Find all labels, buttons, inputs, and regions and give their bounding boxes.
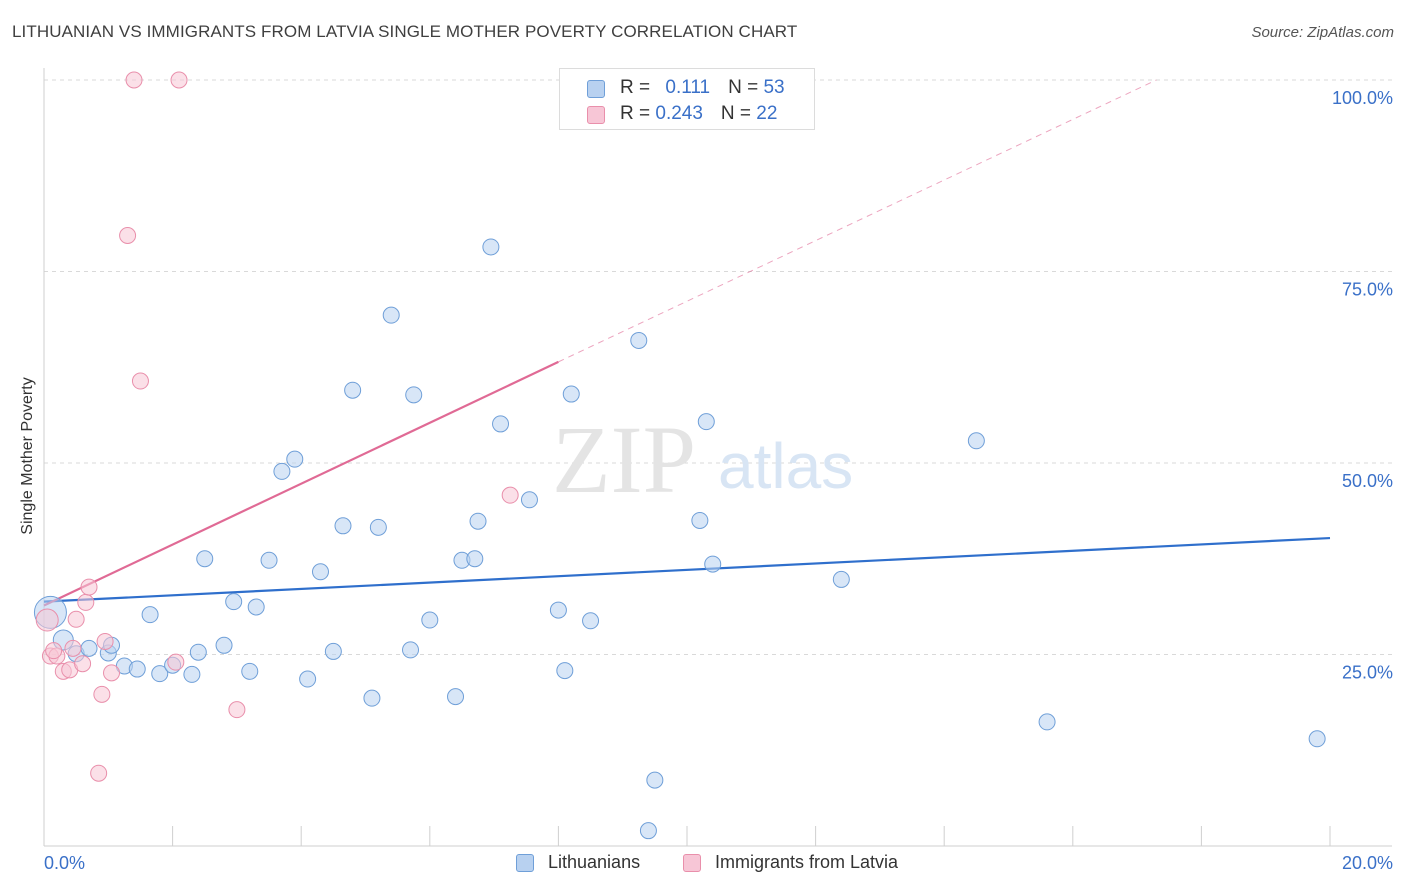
watermark-atlas: atlas — [718, 430, 853, 502]
point-latvia — [228, 701, 246, 719]
point-lithuanians — [469, 512, 487, 530]
point-lithuanians — [141, 606, 159, 624]
point-lithuanians — [466, 550, 484, 568]
point-latvia — [90, 764, 108, 782]
point-latvia — [74, 655, 92, 673]
point-lithuanians — [582, 612, 600, 630]
y-tick-label-50: 50.0% — [1342, 471, 1393, 491]
legend-n-label: N = — [728, 77, 764, 98]
watermark-zip: ZIP — [552, 406, 696, 513]
legend-label-lithuanians: Lithuanians — [548, 852, 641, 872]
point-lithuanians — [492, 415, 510, 433]
data-points — [33, 71, 1326, 840]
point-latvia — [80, 578, 98, 596]
point-lithuanians — [482, 238, 500, 256]
y-tick-label-100: 100.0% — [1332, 88, 1393, 108]
point-latvia — [170, 71, 188, 89]
point-lithuanians — [562, 385, 580, 403]
point-latvia — [125, 71, 143, 89]
point-latvia — [93, 685, 111, 703]
point-lithuanians — [363, 689, 381, 707]
point-lithuanians — [260, 551, 278, 569]
point-lithuanians — [247, 598, 265, 616]
point-lithuanians — [382, 306, 400, 324]
point-lithuanians — [273, 462, 291, 480]
x-tick-label-min: 0.0% — [44, 853, 85, 873]
point-latvia — [96, 632, 114, 650]
trend-line-lithuanians — [43, 536, 1331, 603]
point-lithuanians — [215, 636, 233, 654]
legend-r-value: 0.243 — [655, 103, 703, 124]
point-lithuanians — [967, 432, 985, 450]
point-latvia — [35, 608, 59, 632]
trend-lines — [43, 79, 1331, 607]
grid-lines — [44, 79, 1392, 655]
point-lithuanians — [286, 450, 304, 468]
legend-swatch-blue — [516, 854, 534, 872]
point-lithuanians — [324, 642, 342, 660]
legend-r-value: 0.111 — [665, 77, 711, 98]
point-lithuanians — [697, 413, 715, 431]
point-lithuanians — [80, 639, 98, 657]
trend-line-latvia-extension — [558, 79, 1157, 363]
legend-label-latvia: Immigrants from Latvia — [715, 852, 899, 872]
point-lithuanians — [630, 331, 648, 349]
x-tick-label-max: 20.0% — [1342, 853, 1393, 873]
point-lithuanians — [556, 662, 574, 680]
point-lithuanians — [225, 593, 243, 611]
point-lithuanians — [369, 518, 387, 536]
y-tick-label-25: 25.0% — [1342, 663, 1393, 683]
point-latvia — [77, 593, 95, 611]
legend-swatch-pink — [683, 854, 701, 872]
point-latvia — [119, 226, 137, 244]
legend-swatch-blue — [587, 80, 605, 98]
point-lithuanians — [299, 670, 317, 688]
legend-r-label: R = — [620, 103, 656, 124]
point-lithuanians — [1038, 713, 1056, 731]
point-lithuanians — [196, 550, 214, 568]
point-lithuanians — [639, 822, 657, 840]
point-latvia — [45, 642, 63, 660]
point-lithuanians — [704, 555, 722, 573]
trend-line-latvia — [43, 360, 559, 607]
watermark: ZIP atlas — [552, 406, 853, 513]
point-lithuanians — [691, 511, 709, 529]
point-latvia — [131, 372, 149, 390]
y-tick-label-75: 75.0% — [1342, 280, 1393, 300]
legend-n-value: 53 — [763, 77, 785, 98]
legend-swatch-pink — [587, 106, 605, 124]
point-latvia — [501, 486, 519, 504]
point-lithuanians — [832, 570, 850, 588]
point-lithuanians — [520, 491, 538, 509]
point-lithuanians — [151, 665, 169, 683]
point-lithuanians — [128, 660, 146, 678]
point-lithuanians — [334, 517, 352, 535]
point-lithuanians — [549, 601, 567, 619]
point-lithuanians — [311, 563, 329, 581]
point-lithuanians — [241, 662, 259, 680]
point-lithuanians — [183, 665, 201, 683]
point-latvia — [103, 664, 121, 682]
tick-labels: 25.0% 50.0% 75.0% 100.0% 0.0% 20.0% — [44, 88, 1393, 873]
legend-r-label: R = — [620, 77, 656, 98]
point-lithuanians — [344, 381, 362, 399]
point-lithuanians — [421, 611, 439, 629]
point-lithuanians — [189, 643, 207, 661]
point-latvia — [167, 653, 185, 671]
point-latvia — [64, 639, 82, 657]
axes — [43, 68, 1392, 847]
correlation-legend: R = 0.111 N = 53 R = 0.243 N = 22 — [559, 68, 815, 130]
chart-source: Source: ZipAtlas.com — [1251, 24, 1394, 41]
point-lithuanians — [402, 641, 420, 659]
point-lithuanians — [646, 771, 664, 789]
point-lithuanians — [1308, 730, 1326, 748]
legend-n-value: 22 — [756, 103, 778, 124]
point-lithuanians — [405, 386, 423, 404]
point-lithuanians — [447, 688, 465, 706]
chart-title: LITHUANIAN VS IMMIGRANTS FROM LATVIA SIN… — [12, 22, 798, 41]
point-latvia — [67, 610, 85, 628]
legend-n-label: N = — [720, 103, 757, 124]
